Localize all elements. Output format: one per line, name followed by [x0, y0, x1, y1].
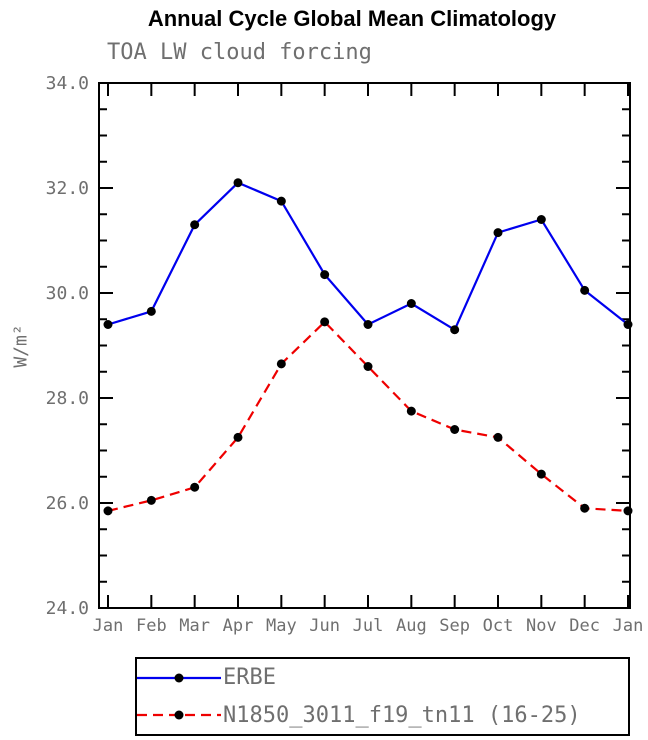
- data-point-marker: [233, 178, 243, 188]
- y-tick-label: 32.0: [46, 178, 89, 199]
- legend-box: ERBE N1850_3011_f19_tn11 (16-25): [135, 657, 630, 736]
- x-tick-label: Mar: [179, 616, 210, 636]
- data-point-marker: [450, 325, 460, 335]
- x-tick-label: Sep: [439, 616, 470, 636]
- x-tick-label: Oct: [483, 616, 514, 636]
- data-point-marker: [536, 469, 546, 479]
- data-point-marker: [103, 506, 113, 516]
- data-point-marker: [536, 215, 546, 224]
- data-point-marker: [146, 495, 156, 505]
- legend-label-erbe: ERBE: [223, 665, 276, 691]
- y-tick-label: 30.0: [46, 283, 89, 304]
- data-point-marker: [493, 228, 503, 238]
- data-point-marker: [363, 362, 373, 371]
- data-point-marker: [276, 359, 286, 369]
- data-point-marker: [146, 306, 156, 316]
- legend-label-model: N1850_3011_f19_tn11 (16-25): [223, 702, 581, 728]
- data-point-marker: [406, 406, 416, 416]
- data-point-marker: [103, 320, 113, 329]
- data-point-marker: [233, 432, 243, 442]
- y-tick-label: 26.0: [46, 493, 89, 514]
- x-tick-label: Nov: [526, 616, 557, 636]
- data-point-marker: [276, 196, 286, 206]
- x-tick-label: Aug: [396, 616, 427, 636]
- x-tick-label: Jul: [353, 616, 384, 636]
- x-tick-label: Jan: [613, 616, 644, 636]
- y-tick-label: 28.0: [46, 388, 89, 409]
- plot-area: Jan Feb Mar Apr May Jun Jul Aug Sep Oct Nov Dec Jan2…: [46, 73, 644, 636]
- legend-line-sample-erbe: [137, 673, 221, 683]
- data-point-marker: [320, 270, 330, 280]
- data-point-marker: [450, 425, 460, 434]
- data-point-marker: [493, 432, 503, 442]
- legend-sample-marker: [174, 710, 184, 720]
- x-tick-label: Apr: [223, 616, 254, 636]
- series-line-0: [107, 181, 629, 332]
- plot-frame: [98, 82, 631, 609]
- legend-item-erbe: ERBE: [137, 660, 628, 696]
- chart-title: Annual Cycle Global Mean Climatology: [147, 6, 557, 31]
- data-point-marker: [363, 320, 373, 329]
- chart-subtitle: TOA LW cloud forcing: [107, 40, 372, 65]
- legend-line-sample-model: [137, 710, 221, 720]
- legend-sample-marker: [174, 673, 184, 683]
- series-line-1: [107, 320, 629, 512]
- x-tick-label: Jun: [309, 616, 340, 636]
- data-point-marker: [580, 503, 590, 513]
- data-point-marker: [580, 285, 590, 295]
- data-point-marker: [623, 320, 633, 329]
- legend-item-model: N1850_3011_f19_tn11 (16-25): [137, 697, 628, 733]
- data-point-marker: [320, 317, 330, 327]
- data-point-marker: [406, 299, 416, 308]
- x-tick-label: Jan: [93, 616, 124, 636]
- data-point-marker: [623, 506, 633, 516]
- y-tick-label: 34.0: [46, 73, 89, 94]
- x-tick-label: Feb: [136, 616, 167, 636]
- y-tick-label: 24.0: [46, 598, 89, 619]
- data-point-marker: [190, 482, 200, 492]
- data-point-marker: [190, 220, 200, 230]
- x-tick-label: Dec: [569, 616, 600, 636]
- x-tick-label: May: [266, 616, 297, 636]
